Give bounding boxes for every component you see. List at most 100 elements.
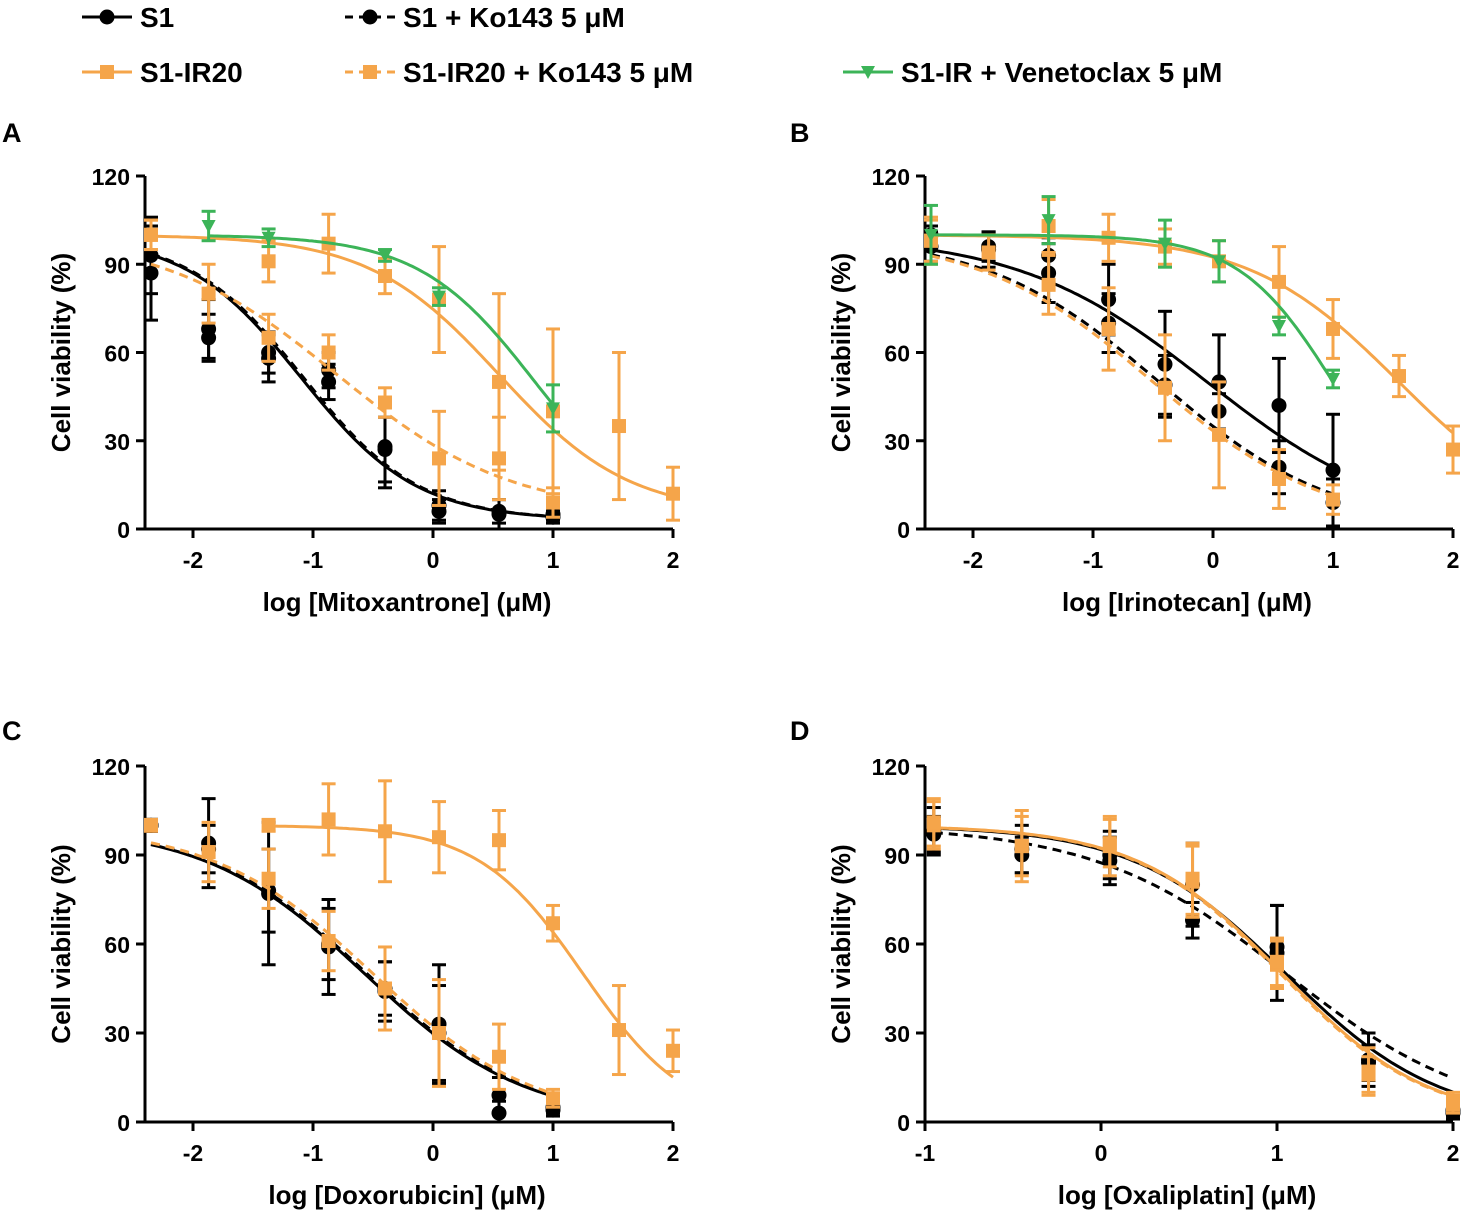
data-point [1271, 397, 1287, 413]
y-tick-label: 60 [104, 341, 130, 367]
y-tick-label: 0 [117, 517, 130, 543]
y-tick-label: 60 [884, 341, 910, 367]
data-point [546, 402, 560, 416]
x-tick-label: -2 [963, 547, 983, 573]
legend-item-s1-ko143-5-m: S1 + Ko143 5 μM [345, 2, 625, 33]
y-tick-label: 90 [884, 252, 910, 278]
x-tick-label: 1 [1271, 1140, 1284, 1166]
legend-item-s1-ir-venetoclax-5-m: S1-IR + Venetoclax 5 μM [843, 57, 1222, 88]
x-tick-label: -2 [183, 1140, 203, 1166]
data-point [201, 845, 216, 860]
y-tick-label: 120 [92, 754, 130, 780]
y-axis-title: Cell viability (%) [46, 253, 76, 452]
y-tick-label: 30 [104, 1021, 130, 1047]
data-point [1326, 321, 1340, 336]
data-point [1272, 471, 1286, 486]
x-tick-label: 2 [667, 1140, 680, 1166]
x-axis-title: log [Oxaliplatin] (μM) [1058, 1180, 1317, 1210]
data-point [1325, 462, 1341, 478]
y-tick-label: 30 [104, 429, 130, 455]
fit-curve [931, 233, 1454, 435]
legend-item-s1: S1 [82, 2, 174, 33]
panel-label-b: B [790, 118, 810, 148]
data-point [1272, 320, 1286, 334]
series-s1-ir20-ko143-5-m [926, 797, 1460, 1112]
fit-curve [931, 233, 1335, 383]
data-point [1272, 274, 1286, 289]
data-point [143, 265, 159, 281]
data-point [546, 495, 560, 510]
fit-curve [268, 824, 674, 1079]
panel-label-c: C [2, 716, 22, 746]
x-tick-label: -1 [1083, 547, 1104, 573]
y-tick-label: 60 [104, 932, 130, 958]
data-point [492, 833, 506, 848]
data-point [378, 395, 392, 410]
data-point [261, 254, 276, 269]
y-axis-title: Cell viability (%) [46, 844, 76, 1043]
data-point [546, 916, 560, 931]
data-point [1270, 954, 1284, 969]
data-point [1014, 839, 1029, 854]
data-point [492, 451, 506, 466]
data-point [261, 818, 276, 833]
data-point [378, 249, 392, 263]
y-axis-title: Cell viability (%) [826, 844, 856, 1043]
legend-label: S1-IR20 [140, 57, 243, 88]
legend: S1 S1 + Ko143 5 μM S1-IR20 S1-IR20 + Ko143 … [82, 2, 1222, 88]
data-point [144, 818, 158, 833]
y-tick-label: 90 [104, 843, 130, 869]
y-tick-label: 120 [872, 754, 910, 780]
data-point [924, 228, 938, 242]
y-tick-label: 30 [884, 1021, 910, 1047]
data-point [1158, 237, 1172, 251]
x-tick-label: 0 [427, 1140, 440, 1166]
x-tick-label: 1 [547, 1140, 560, 1166]
data-point [1041, 214, 1056, 228]
y-tick-label: 0 [897, 1110, 910, 1136]
data-point [1446, 1094, 1460, 1109]
series-s1-ir20 [144, 212, 680, 522]
data-point [432, 290, 446, 304]
panel-label-d: D [790, 716, 810, 746]
data-point [1326, 372, 1340, 386]
x-tick-label: 2 [1447, 1140, 1460, 1166]
fit-curve [150, 234, 674, 498]
data-point [492, 1049, 506, 1064]
panel-c: C 0 30 60 90 120 -2 -1 0 1 2 log [Doxorubicin] (μM… [2, 716, 680, 1210]
x-tick-label: 0 [1207, 547, 1220, 573]
data-point [1361, 1067, 1376, 1082]
data-point [1446, 442, 1460, 457]
fit-curve [930, 253, 1334, 496]
data-point [432, 1026, 446, 1040]
legend-item-s1-ir20: S1-IR20 [82, 57, 243, 88]
data-point [666, 1043, 680, 1058]
x-tick-label: 2 [1447, 547, 1460, 573]
y-axis-title: Cell viability (%) [826, 253, 856, 452]
series-s1-ir20 [924, 198, 1460, 475]
series-s1-ir-venetoclax-5-m [201, 209, 560, 434]
data-point [201, 220, 216, 234]
panel-label-a: A [2, 118, 22, 148]
data-point [612, 1023, 626, 1038]
fit-curve [150, 262, 554, 495]
data-point [1185, 871, 1200, 886]
x-tick-label: 1 [547, 547, 560, 573]
data-point [492, 374, 506, 389]
y-tick-label: 60 [884, 932, 910, 958]
data-point [377, 439, 393, 455]
data-point [1158, 380, 1172, 395]
data-point [321, 345, 336, 360]
data-point [261, 231, 276, 245]
fit-curve [150, 841, 554, 1096]
legend-marker [362, 9, 378, 25]
legend-item-s1-ir20-ko143-5-m: S1-IR20 + Ko143 5 μM [345, 57, 693, 88]
x-tick-label: 0 [427, 547, 440, 573]
data-point [321, 812, 336, 827]
data-point [1101, 321, 1116, 336]
fit-curve [930, 254, 1334, 498]
data-point [491, 1105, 507, 1121]
data-point [1041, 277, 1056, 292]
data-point [1392, 369, 1406, 384]
